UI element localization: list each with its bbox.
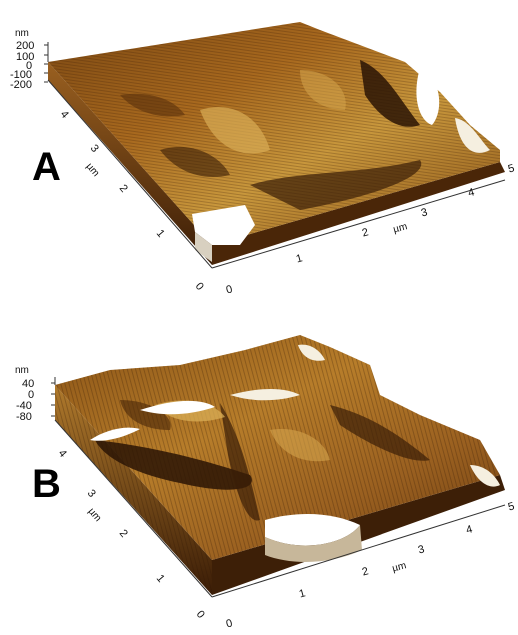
z-tick: -200 <box>10 79 32 91</box>
x-tick: 2 <box>361 226 370 239</box>
x-tick: 1 <box>298 587 307 600</box>
panel-letter-a: A <box>32 145 61 189</box>
y-tick: 4 <box>56 447 69 459</box>
y-tick: 1 <box>154 572 167 584</box>
x-tick: 4 <box>467 186 476 199</box>
z-tick: 40 <box>22 378 34 390</box>
y-tick: 2 <box>117 527 130 539</box>
x-tick: 0 <box>225 617 234 630</box>
y-tick: 3 <box>85 487 98 499</box>
z-unit-label: nm <box>15 28 29 39</box>
x-tick: 0 <box>225 283 234 296</box>
y-tick: 4 <box>58 108 71 120</box>
y-tick: 0 <box>194 608 207 620</box>
x-tick: 3 <box>420 206 429 219</box>
y-tick: 2 <box>117 182 130 194</box>
z-tick: 100 <box>16 51 34 63</box>
z-tick: -100 <box>10 69 32 81</box>
y-tick: 1 <box>154 227 167 239</box>
x-unit-label: µm <box>392 221 408 235</box>
x-tick: 1 <box>295 252 304 265</box>
z-tick: -80 <box>16 411 32 423</box>
afm-surface-a: nm 200 100 0 -100 -200 0 1 2 3 4 µm 0 1 … <box>10 22 516 297</box>
afm-panel-b: nm 40 0 -40 -80 0 1 2 3 4 µm 0 1 2 3 4 5… <box>0 325 518 635</box>
z-tick: 0 <box>28 389 34 401</box>
panel-letter-b: B <box>32 462 61 506</box>
afm-surface-b: nm 40 0 -40 -80 0 1 2 3 4 µm 0 1 2 3 4 5… <box>15 335 516 631</box>
x-tick: 3 <box>417 543 426 556</box>
x-tick: 5 <box>507 500 516 513</box>
x-tick: 4 <box>465 523 474 536</box>
z-unit-label: nm <box>15 365 29 376</box>
z-tick: 0 <box>26 60 32 72</box>
z-tick: 200 <box>16 40 34 52</box>
y-unit-label: µm <box>84 161 101 179</box>
x-unit-label: µm <box>391 560 407 574</box>
x-tick: 5 <box>507 162 516 175</box>
x-tick: 2 <box>361 565 370 578</box>
z-tick: -40 <box>16 400 32 412</box>
y-tick: 0 <box>193 280 206 292</box>
y-tick: 3 <box>88 142 101 154</box>
afm-panel-a: nm 200 100 0 -100 -200 0 1 2 3 4 µm 0 1 … <box>0 0 518 310</box>
y-unit-label: µm <box>86 506 103 524</box>
